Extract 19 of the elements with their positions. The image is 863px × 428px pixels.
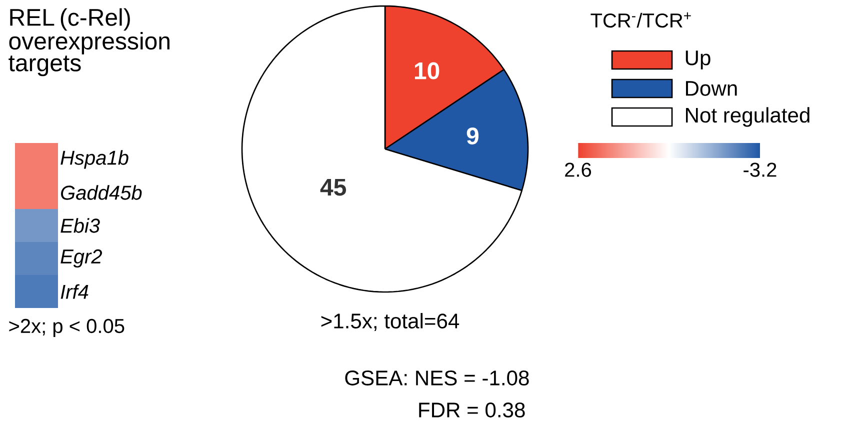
legend-label: Not regulated: [686, 107, 810, 127]
text: FDR = 0.38: [419, 402, 525, 418]
data-label: 45: [320, 178, 346, 196]
y-tick-label: Egr2: [60, 249, 102, 268]
y-tick-label: Hspa1b: [60, 150, 128, 169]
data-label: 9: [466, 127, 478, 144]
chart-title: REL (c-Rel) overexpression targets: [8, 8, 170, 76]
y-tick-label: Gadd45b: [61, 185, 142, 200]
text: >2x; p < 0.05: [9, 318, 124, 338]
legend-label: Up: [686, 50, 710, 70]
y-tick-label: Ebi3: [60, 218, 100, 233]
text: GSEA: NES = -1.08: [345, 370, 529, 386]
color-bar-label: 2.6: [565, 162, 592, 177]
legend-label: Down: [686, 81, 737, 96]
y-tick-label: Irf4: [60, 284, 88, 299]
data-label: 10: [414, 62, 440, 80]
legend-title: TCR$^{-}$/TCR$^{+}$: [590, 12, 691, 28]
text: >1.5x; total=64: [321, 313, 460, 331]
color-bar-label: -3.2: [744, 162, 776, 177]
